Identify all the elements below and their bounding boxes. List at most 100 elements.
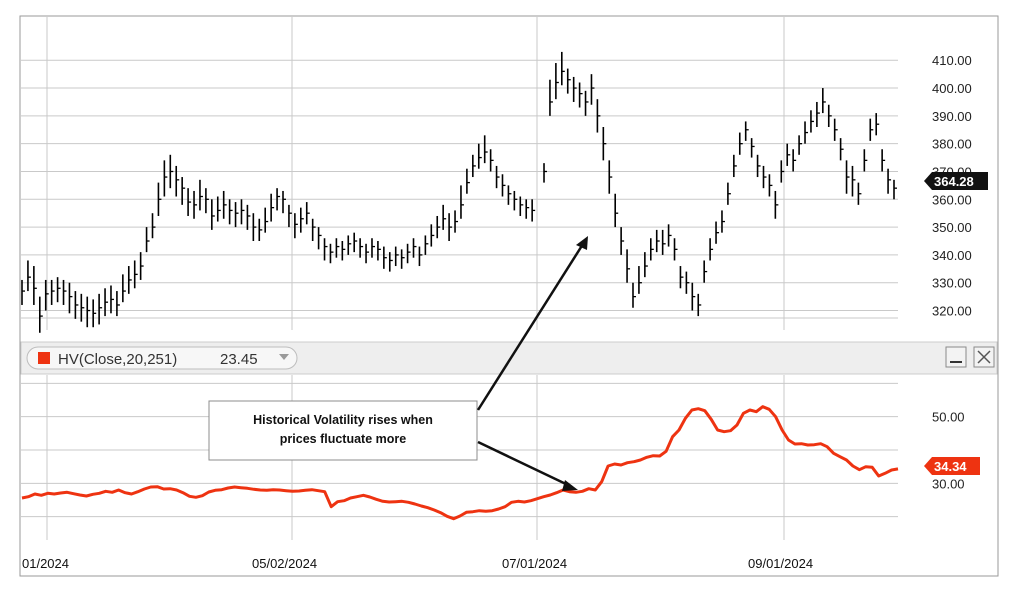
price-bar bbox=[205, 188, 209, 214]
price-bar bbox=[667, 224, 672, 247]
price-bar bbox=[193, 190, 198, 219]
price-bar bbox=[495, 165, 500, 189]
date-tick-label: 05/02/2024 bbox=[252, 556, 317, 571]
price-bar bbox=[442, 204, 447, 230]
price-tick-label: 410.00 bbox=[932, 53, 972, 68]
price-bar bbox=[228, 199, 233, 225]
price-bar bbox=[685, 271, 690, 294]
price-bar bbox=[418, 246, 423, 267]
price-bar bbox=[305, 202, 310, 225]
hv-tick-label: 30.00 bbox=[932, 476, 965, 491]
hv-legend-swatch bbox=[38, 352, 50, 364]
price-bar bbox=[715, 221, 720, 244]
annotation-arrowhead-down bbox=[562, 480, 578, 491]
price-bar bbox=[311, 218, 316, 242]
price-bar bbox=[887, 168, 892, 194]
price-bar bbox=[507, 185, 512, 205]
price-bar bbox=[703, 260, 708, 283]
price-bar bbox=[845, 160, 850, 194]
price-bar bbox=[620, 227, 625, 255]
price-bar bbox=[181, 177, 186, 205]
price-bar bbox=[822, 88, 826, 114]
price-bar bbox=[572, 76, 577, 102]
price-bar bbox=[816, 101, 820, 127]
price-bar bbox=[44, 279, 49, 311]
price-bar bbox=[448, 213, 453, 242]
date-axis: 01/2024 05/02/2024 07/01/2024 09/01/2024 bbox=[22, 556, 813, 571]
price-bar bbox=[300, 207, 304, 233]
price-bar bbox=[626, 249, 631, 283]
price-bar bbox=[460, 185, 464, 219]
price-bar bbox=[258, 218, 263, 242]
price-bar bbox=[531, 199, 536, 222]
dropdown-arrow-icon[interactable] bbox=[279, 354, 289, 360]
price-bar bbox=[786, 143, 791, 166]
price-series bbox=[21, 51, 897, 333]
price-bar bbox=[644, 252, 648, 278]
price-grid bbox=[21, 17, 898, 330]
price-tick-label: 390.00 bbox=[932, 109, 972, 124]
price-bar bbox=[466, 168, 470, 194]
hv-legend-label: HV(Close,20,251) bbox=[58, 351, 177, 368]
price-bar bbox=[472, 154, 476, 178]
price-bar bbox=[738, 132, 743, 155]
price-bar bbox=[62, 279, 67, 305]
price-bar bbox=[377, 241, 381, 261]
price-bar bbox=[175, 165, 180, 197]
price-bar bbox=[335, 238, 340, 258]
price-bar bbox=[187, 188, 192, 216]
annotation-line-1: Historical Volatility rises when bbox=[253, 413, 433, 427]
price-bar bbox=[400, 249, 405, 269]
price-bar bbox=[424, 235, 429, 255]
hv-legend[interactable]: HV(Close,20,251) 23.45 bbox=[26, 346, 298, 370]
price-bar bbox=[246, 204, 251, 230]
price-bar bbox=[347, 235, 352, 255]
price-bar bbox=[733, 154, 737, 178]
annotation-arrow-up bbox=[476, 243, 585, 411]
price-bar bbox=[543, 163, 548, 183]
price-bar bbox=[341, 241, 346, 261]
price-bar bbox=[133, 260, 138, 289]
price-bar bbox=[875, 113, 880, 136]
hv-legend-value: 23.45 bbox=[220, 351, 258, 368]
price-bar bbox=[519, 196, 524, 216]
annotation-line-2: prices fluctuate more bbox=[280, 432, 406, 446]
price-bar bbox=[561, 51, 565, 86]
price-bar bbox=[881, 149, 886, 172]
price-bar bbox=[264, 207, 269, 233]
price-bar bbox=[80, 293, 85, 322]
price-bar bbox=[851, 165, 856, 197]
price-bar bbox=[709, 238, 714, 261]
price-bar bbox=[430, 224, 435, 247]
price-tick-label: 360.00 bbox=[932, 192, 972, 207]
price-bar bbox=[282, 190, 287, 214]
price-bar bbox=[857, 182, 862, 205]
price-tick-label: 400.00 bbox=[932, 81, 972, 96]
price-last-badge: 364.28 bbox=[924, 172, 988, 190]
price-bar bbox=[869, 118, 874, 141]
price-bar bbox=[353, 232, 358, 253]
price-bar bbox=[127, 266, 132, 294]
price-bar bbox=[276, 188, 281, 211]
price-bar bbox=[288, 204, 292, 228]
price-tick-label: 350.00 bbox=[932, 220, 972, 235]
price-bar bbox=[104, 288, 109, 317]
price-bar bbox=[359, 238, 364, 258]
price-bar bbox=[222, 190, 227, 219]
price-bar bbox=[750, 138, 755, 158]
price-bar bbox=[833, 118, 838, 141]
minimize-button[interactable] bbox=[945, 346, 967, 368]
minimize-button-frame[interactable] bbox=[945, 346, 967, 368]
price-bar bbox=[780, 160, 785, 183]
close-button[interactable] bbox=[973, 346, 995, 368]
price-bar bbox=[697, 293, 702, 317]
price-bar bbox=[317, 227, 322, 250]
price-bar bbox=[270, 193, 275, 222]
price-bar bbox=[371, 238, 375, 258]
price-bar bbox=[608, 160, 613, 194]
annotation-callout: Historical Volatility rises when prices … bbox=[208, 236, 588, 491]
price-bar bbox=[92, 299, 97, 328]
hv-legend-pill[interactable] bbox=[26, 346, 298, 370]
price-bar bbox=[329, 243, 334, 264]
price-bar bbox=[489, 149, 494, 172]
